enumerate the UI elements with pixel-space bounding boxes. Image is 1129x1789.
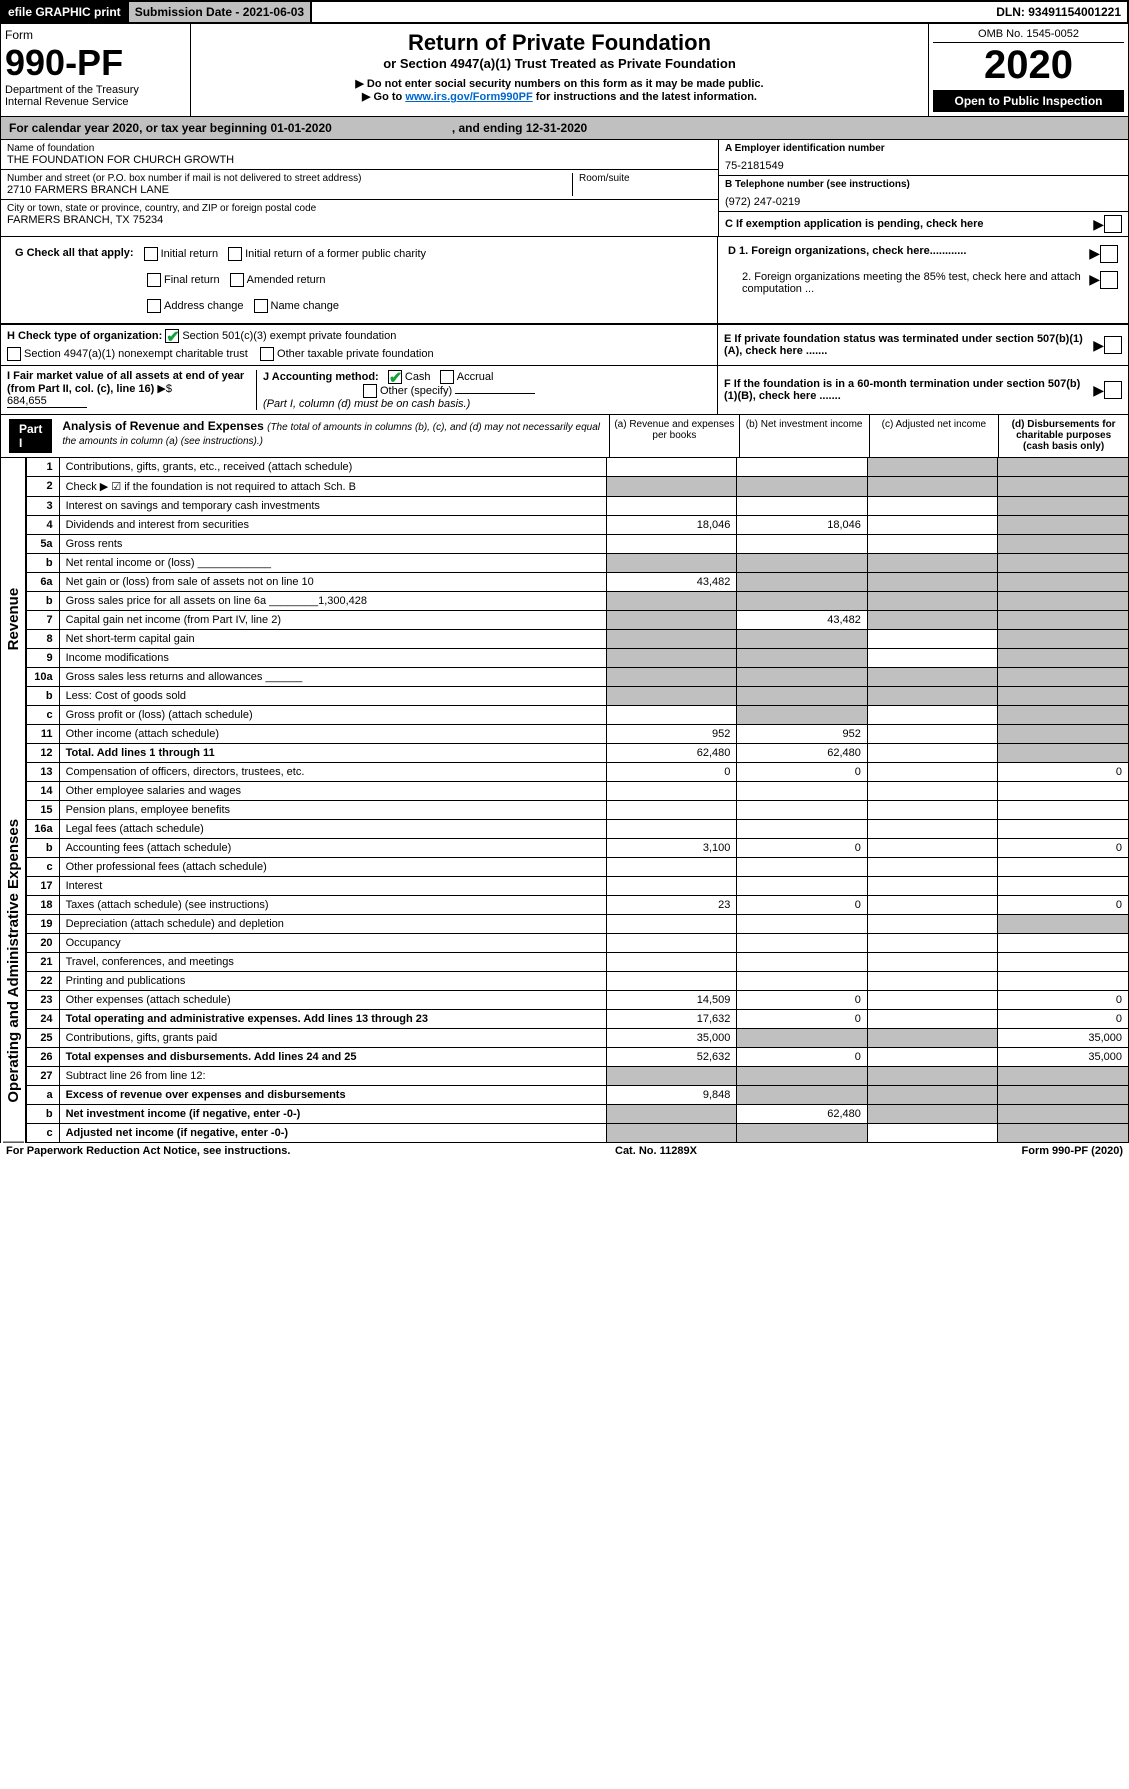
part1-label: Part I <box>9 419 52 453</box>
cb-addr-chg[interactable] <box>147 299 161 313</box>
col-c: (c) Adjusted net income <box>869 415 999 457</box>
subtitle: or Section 4947(a)(1) Trust Treated as P… <box>197 56 922 71</box>
table-row: 12Total. Add lines 1 through 1162,48062,… <box>27 744 1129 763</box>
dept1: Department of the Treasury <box>5 84 186 96</box>
public-inspection: Open to Public Inspection <box>933 90 1124 112</box>
part1-header: Part I Analysis of Revenue and Expenses … <box>0 415 1129 458</box>
table-row: 13Compensation of officers, directors, t… <box>27 763 1129 782</box>
cb-d1[interactable] <box>1100 245 1118 263</box>
footer-right: Form 990-PF (2020) <box>1022 1145 1123 1157</box>
submission-date: Submission Date - 2021-06-03 <box>129 2 312 22</box>
analysis-table: 1Contributions, gifts, grants, etc., rec… <box>26 458 1129 1143</box>
name-cell: Name of foundation THE FOUNDATION FOR CH… <box>1 140 718 170</box>
table-row: 19Depreciation (attach schedule) and dep… <box>27 915 1129 934</box>
table-row: 9Income modifications <box>27 649 1129 668</box>
footer: For Paperwork Reduction Act Notice, see … <box>0 1143 1129 1159</box>
table-row: 24Total operating and administrative exp… <box>27 1010 1129 1029</box>
calendar-year: For calendar year 2020, or tax year begi… <box>0 117 1129 140</box>
table-row: bNet investment income (if negative, ent… <box>27 1105 1129 1124</box>
table-row: 25Contributions, gifts, grants paid35,00… <box>27 1029 1129 1048</box>
cb-initial-pub[interactable] <box>228 247 242 261</box>
instr2: ▶ Go to www.irs.gov/Form990PF for instru… <box>197 90 922 103</box>
table-row: 10aGross sales less returns and allowanc… <box>27 668 1129 687</box>
cb-other-method[interactable] <box>363 384 377 398</box>
table-row: bLess: Cost of goods sold <box>27 687 1129 706</box>
cb-d2[interactable] <box>1100 271 1118 289</box>
table-row: 15Pension plans, employee benefits <box>27 801 1129 820</box>
ein-cell: A Employer identification number 75-2181… <box>719 140 1128 176</box>
efile-btn[interactable]: efile GRAPHIC print <box>2 2 129 22</box>
table-row: aExcess of revenue over expenses and dis… <box>27 1086 1129 1105</box>
table-row: 27Subtract line 26 from line 12: <box>27 1067 1129 1086</box>
cb-f[interactable] <box>1104 381 1122 399</box>
table-row: 21Travel, conferences, and meetings <box>27 953 1129 972</box>
cb-name-chg[interactable] <box>254 299 268 313</box>
cb-othertax[interactable] <box>260 347 274 361</box>
table-row: 4Dividends and interest from securities1… <box>27 516 1129 535</box>
tax-year: 2020 <box>933 43 1124 88</box>
pending-checkbox[interactable] <box>1104 215 1122 233</box>
dept2: Internal Revenue Service <box>5 96 186 108</box>
title: Return of Private Foundation <box>197 30 922 56</box>
table-row: 18Taxes (attach schedule) (see instructi… <box>27 896 1129 915</box>
header: Form 990-PF Department of the Treasury I… <box>0 24 1129 117</box>
footer-mid: Cat. No. 11289X <box>615 1145 697 1157</box>
table-row: cAdjusted net income (if negative, enter… <box>27 1124 1129 1143</box>
addr-cell: Number and street (or P.O. box number if… <box>1 170 718 200</box>
i-j-f-row: I Fair market value of all assets at end… <box>0 366 1129 415</box>
table-row: 14Other employee salaries and wages <box>27 782 1129 801</box>
col-b: (b) Net investment income <box>739 415 869 457</box>
table-row: 8Net short-term capital gain <box>27 630 1129 649</box>
instr1: ▶ Do not enter social security numbers o… <box>197 77 922 90</box>
form-label: Form <box>5 28 186 42</box>
form-number: 990-PF <box>5 42 186 84</box>
omb: OMB No. 1545-0052 <box>933 28 1124 43</box>
table-row: 1Contributions, gifts, grants, etc., rec… <box>27 458 1129 477</box>
footer-left: For Paperwork Reduction Act Notice, see … <box>6 1145 290 1157</box>
city-cell: City or town, state or province, country… <box>1 200 718 229</box>
table-row: 23Other expenses (attach schedule)14,509… <box>27 991 1129 1010</box>
table-wrap: Revenue Operating and Administrative Exp… <box>0 458 1129 1143</box>
dln: DLN: 93491154001221 <box>990 2 1127 22</box>
h-e-row: H Check type of organization: Section 50… <box>0 324 1129 366</box>
cb-4947[interactable] <box>7 347 21 361</box>
pending-cell: C If exemption application is pending, c… <box>719 212 1128 236</box>
table-row: 20Occupancy <box>27 934 1129 953</box>
table-row: 6aNet gain or (loss) from sale of assets… <box>27 573 1129 592</box>
table-row: 16aLegal fees (attach schedule) <box>27 820 1129 839</box>
table-row: 7Capital gain net income (from Part IV, … <box>27 611 1129 630</box>
cb-accrual[interactable] <box>440 370 454 384</box>
col-a: (a) Revenue and expenses per books <box>609 415 739 457</box>
col-d: (d) Disbursements for charitable purpose… <box>998 415 1128 457</box>
cb-cash[interactable] <box>388 370 402 384</box>
side-revenue: Revenue <box>3 458 24 780</box>
topbar: efile GRAPHIC print Submission Date - 20… <box>0 0 1129 24</box>
table-row: bNet rental income or (loss) ___________… <box>27 554 1129 573</box>
table-row: cOther professional fees (attach schedul… <box>27 858 1129 877</box>
table-row: bAccounting fees (attach schedule)3,1000… <box>27 839 1129 858</box>
cb-501c3[interactable] <box>165 329 179 343</box>
table-row: 3Interest on savings and temporary cash … <box>27 497 1129 516</box>
table-row: bGross sales price for all assets on lin… <box>27 592 1129 611</box>
instr-link[interactable]: www.irs.gov/Form990PF <box>405 91 532 103</box>
cb-e[interactable] <box>1104 336 1122 354</box>
table-row: 26Total expenses and disbursements. Add … <box>27 1048 1129 1067</box>
table-row: 5aGross rents <box>27 535 1129 554</box>
side-expenses: Operating and Administrative Expenses <box>3 780 24 1143</box>
g-d-row: G Check all that apply: Initial return I… <box>0 237 1129 324</box>
entity-meta: Name of foundation THE FOUNDATION FOR CH… <box>0 140 1129 237</box>
phone-cell: B Telephone number (see instructions) (9… <box>719 176 1128 212</box>
table-row: 11Other income (attach schedule)952952 <box>27 725 1129 744</box>
cb-final[interactable] <box>147 273 161 287</box>
table-row: 17Interest <box>27 877 1129 896</box>
table-row: cGross profit or (loss) (attach schedule… <box>27 706 1129 725</box>
cb-initial[interactable] <box>144 247 158 261</box>
table-row: 2Check ▶ ☑ if the foundation is not requ… <box>27 477 1129 497</box>
table-row: 22Printing and publications <box>27 972 1129 991</box>
cb-amended[interactable] <box>230 273 244 287</box>
